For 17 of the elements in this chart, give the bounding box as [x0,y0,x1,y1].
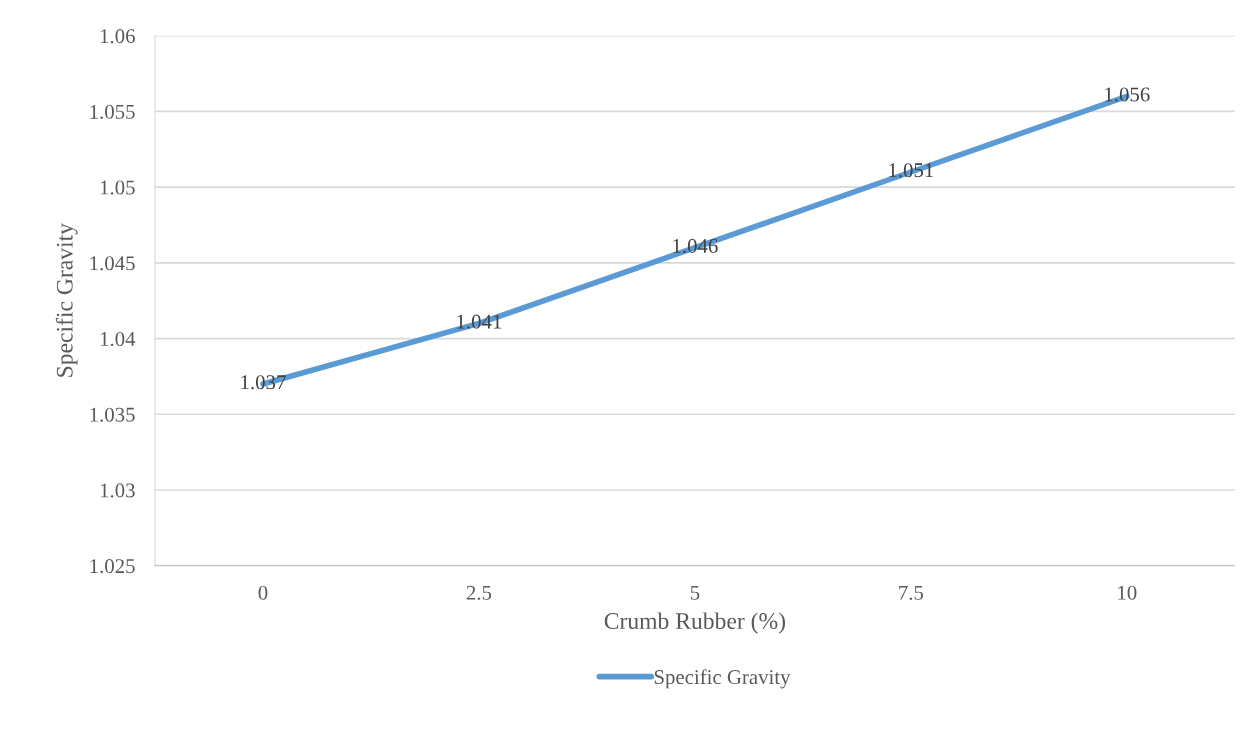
y-tick-label: 1.05 [100,180,135,195]
y-tick-label: 1.04 [100,331,136,347]
x-tick-label: 2.5 [466,585,492,600]
x-tick-label: 0 [258,585,268,600]
legend-label: Specific Gravity [654,669,791,689]
x-tick-label: 5 [690,585,700,600]
y-axis-title: Specific Gravity [55,223,78,377]
y-tick-label: 1.055 [90,104,135,119]
y-tick-label: 1.035 [90,407,135,422]
x-axis-title: Crumb Rubber (%) [604,612,785,634]
y-tick-label: 1.06 [100,29,135,44]
y-tick-label: 1.025 [90,559,135,574]
x-tick-label: 7.5 [899,585,924,600]
data-label: 1.056 [1105,87,1150,102]
x-tick-label: 10 [1118,585,1137,600]
y-tick-label: 1.03 [100,483,135,498]
y-tick-label: 1.045 [90,256,135,271]
